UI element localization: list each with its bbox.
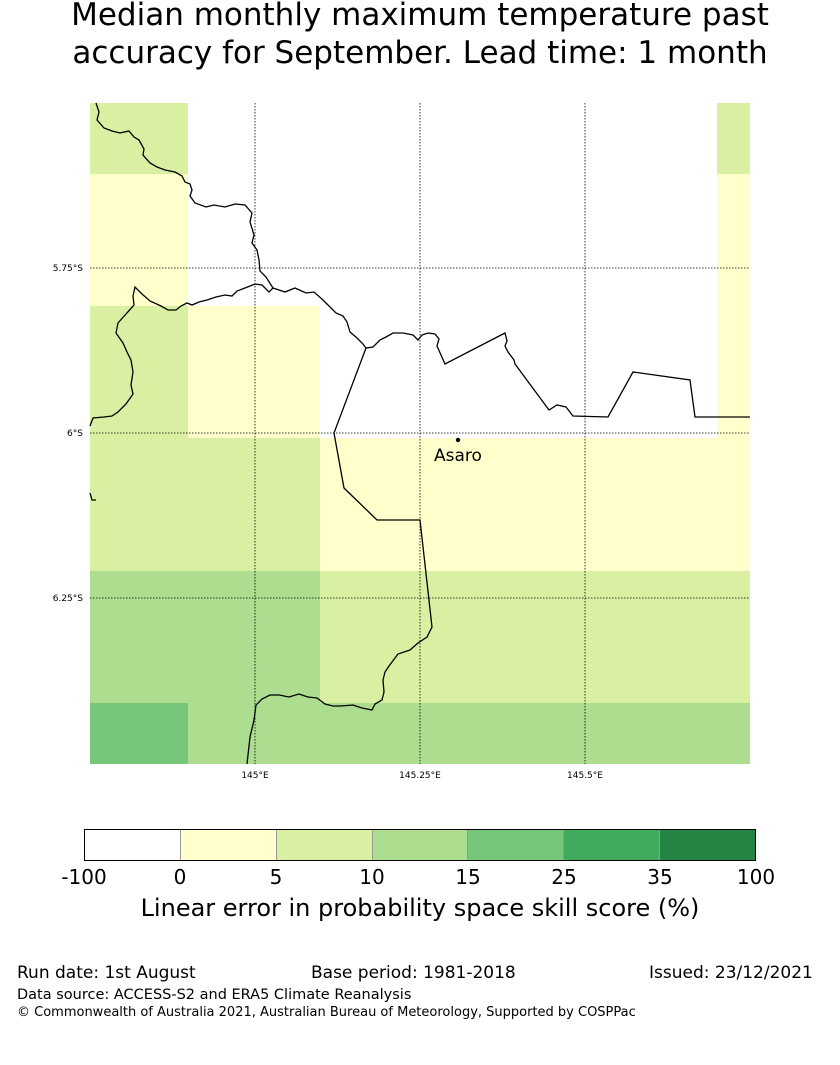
legend-swatch: [372, 830, 469, 860]
skill-score-map: Asaro 5.75°S 6°S 6.25°S 145°E 145.25°E 1…: [53, 102, 750, 781]
legend-swatch: [85, 830, 181, 860]
grid-cell: [717, 174, 750, 438]
lat-tick-label: 5.75°S: [53, 264, 84, 274]
legend-swatch: [468, 830, 565, 860]
grid-cell: [90, 103, 188, 174]
map-title: Median monthly maximum temperature past …: [0, 0, 840, 72]
legend-label: Linear error in probability space skill …: [140, 894, 700, 922]
legend-tick-label: 35: [647, 865, 673, 889]
legend-swatch: [564, 830, 661, 860]
grid-cell: [188, 703, 750, 764]
legend-tick-label: -100: [61, 865, 107, 889]
skill-grid-cells: [90, 103, 750, 764]
grid-cell: [320, 438, 750, 571]
grid-cell: [90, 174, 188, 306]
legend-tick-label: 10: [359, 865, 385, 889]
legend-swatch: [180, 830, 277, 860]
gridlines: [90, 103, 750, 764]
grid-cell: [90, 703, 188, 764]
grid-cell: [188, 306, 320, 438]
copyright: © Commonwealth of Australia 2021, Austra…: [17, 1005, 636, 1020]
lon-tick-label: 145°E: [241, 771, 269, 781]
legend-swatch: [276, 830, 373, 860]
province-boundary: [89, 492, 96, 501]
run-date: Run date: 1st August: [17, 963, 196, 983]
lat-tick-label: 6.25°S: [53, 594, 84, 604]
asaro-label: Asaro: [434, 446, 482, 466]
legend-swatch: [660, 830, 756, 860]
asaro-marker-dot: [455, 437, 461, 443]
province-boundary: [272, 287, 750, 418]
legend-tick-label: 0: [173, 865, 187, 889]
legend-colorbar: [84, 829, 756, 861]
lat-tick-label: 6°S: [67, 429, 83, 439]
grid-cell: [717, 103, 750, 174]
province-boundary: [89, 102, 274, 427]
title-line-1: Median monthly maximum temperature past: [71, 0, 769, 33]
lon-tick-label: 145.25°E: [399, 771, 441, 781]
grid-cell: [90, 571, 320, 703]
title-line-2: accuracy for September. Lead time: 1 mon…: [72, 35, 768, 71]
grid-cell: [188, 438, 320, 571]
legend-tick-label: 5: [269, 865, 283, 889]
issued-date: Issued: 23/12/2021: [649, 963, 813, 983]
grid-cell: [90, 306, 188, 571]
legend-tick-label: 100: [736, 865, 776, 889]
legend-tick-label: 15: [455, 865, 481, 889]
province-boundary: [246, 347, 433, 765]
lon-tick-label: 145.5°E: [567, 771, 603, 781]
legend-tick-label: 25: [551, 865, 577, 889]
data-source: Data source: ACCESS-S2 and ERA5 Climate …: [17, 987, 412, 1003]
base-period: Base period: 1981-2018: [311, 963, 516, 983]
grid-cell: [320, 571, 750, 703]
boundaries: [89, 102, 750, 765]
